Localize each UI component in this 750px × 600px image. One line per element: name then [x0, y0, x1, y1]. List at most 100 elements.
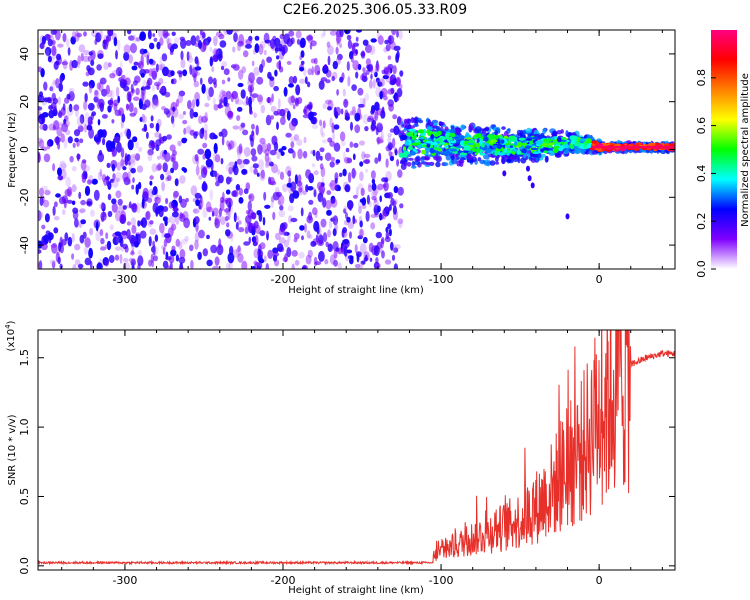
noise-blob: [217, 174, 224, 184]
noise-blob: [50, 30, 54, 38]
noise-blob: [129, 112, 136, 117]
noise-blob: [179, 248, 186, 259]
noise-blob: [96, 64, 102, 71]
noise-blob: [174, 178, 179, 187]
signal-core-blob: [419, 136, 424, 140]
noise-blob: [213, 170, 218, 177]
noise-blob: [82, 81, 89, 87]
noise-blob: [376, 136, 380, 145]
noise-blob: [55, 30, 61, 41]
noise-blob: [51, 45, 57, 57]
noise-blob: [87, 67, 95, 76]
noise-blob: [232, 30, 240, 33]
noise-blob: [221, 90, 227, 97]
noise-blob: [76, 116, 84, 127]
stray-blob: [530, 182, 535, 189]
noise-blob: [245, 38, 252, 45]
noise-blob: [179, 212, 183, 219]
noise-blob: [167, 42, 173, 51]
noise-blob: [212, 48, 219, 56]
noise-blob: [259, 242, 266, 250]
noise-blob: [352, 153, 356, 161]
noise-blob: [190, 259, 194, 269]
noise-blob: [161, 181, 166, 192]
signal-core-blob: [414, 132, 418, 136]
signal-blob: [400, 163, 407, 171]
noise-blob: [276, 151, 281, 160]
noise-blob: [387, 223, 392, 230]
signal-core-blob: [484, 148, 492, 154]
noise-blob: [169, 144, 176, 152]
noise-blob: [189, 64, 193, 75]
noise-blob: [154, 99, 159, 108]
noise-blob: [290, 217, 298, 223]
noise-blob: [47, 232, 54, 241]
noise-blob: [167, 175, 172, 181]
noise-blob: [372, 68, 377, 76]
noise-blob: [343, 30, 351, 35]
noise-blob: [371, 190, 378, 198]
noise-blob: [165, 37, 172, 44]
signal-core-blob: [408, 145, 413, 151]
noise-blob: [253, 112, 257, 119]
noise-blob: [260, 104, 265, 114]
noise-blob: [221, 61, 228, 68]
noise-blob: [73, 129, 81, 137]
noise-blob: [106, 162, 111, 168]
noise-blob: [322, 120, 326, 129]
noise-blob: [83, 100, 88, 111]
noise-blob: [164, 218, 168, 227]
noise-blob: [111, 198, 117, 205]
colorbar-tick-label: 0.8: [695, 69, 708, 87]
noise-blob: [354, 112, 361, 122]
noise-blob: [375, 77, 380, 83]
snr-marks: [38, 330, 675, 566]
noise-blob: [59, 236, 63, 246]
noise-blob: [88, 79, 95, 89]
snr-y-tick-label: 0.5: [18, 488, 31, 506]
noise-blob: [79, 138, 84, 144]
noise-blob: [298, 187, 303, 193]
noise-blob: [162, 260, 169, 269]
noise-blob: [368, 242, 374, 253]
noise-blob: [372, 119, 376, 126]
noise-blob: [323, 30, 326, 36]
noise-blob: [314, 64, 321, 76]
noise-blob: [227, 143, 232, 151]
noise-blob: [299, 225, 305, 231]
noise-blob: [190, 35, 197, 46]
noise-blob: [155, 208, 161, 215]
noise-blob: [111, 147, 115, 158]
noise-blob: [232, 125, 240, 130]
noise-blob: [170, 101, 177, 112]
noise-blob: [178, 90, 186, 97]
signal-blob: [483, 127, 490, 132]
noise-blob: [218, 33, 225, 40]
noise-blob: [242, 50, 249, 58]
noise-blob: [371, 196, 377, 201]
noise-blob: [283, 86, 288, 97]
signal-blob: [554, 153, 562, 158]
noise-blob: [381, 106, 385, 114]
noise-blob: [321, 139, 329, 144]
noise-blob: [220, 216, 226, 225]
signal-core-blob: [494, 150, 499, 156]
signal-core-blob: [532, 151, 540, 155]
noise-blob: [141, 127, 148, 132]
noise-blob: [260, 169, 265, 179]
signal-blob: [417, 119, 424, 124]
noise-blob: [356, 253, 360, 263]
noise-blob: [391, 254, 396, 261]
noise-blob: [293, 237, 298, 243]
noise-blob: [201, 83, 206, 94]
noise-blob: [336, 33, 342, 44]
signal-core-blob: [483, 136, 489, 142]
noise-blob: [251, 93, 259, 98]
noise-blob: [256, 210, 262, 216]
signal-core-blob: [518, 142, 523, 146]
noise-blob: [70, 36, 76, 45]
noise-blob: [361, 204, 367, 210]
noise-blob: [278, 194, 285, 206]
signal-core-blob: [476, 142, 481, 148]
noise-blob: [294, 174, 298, 185]
